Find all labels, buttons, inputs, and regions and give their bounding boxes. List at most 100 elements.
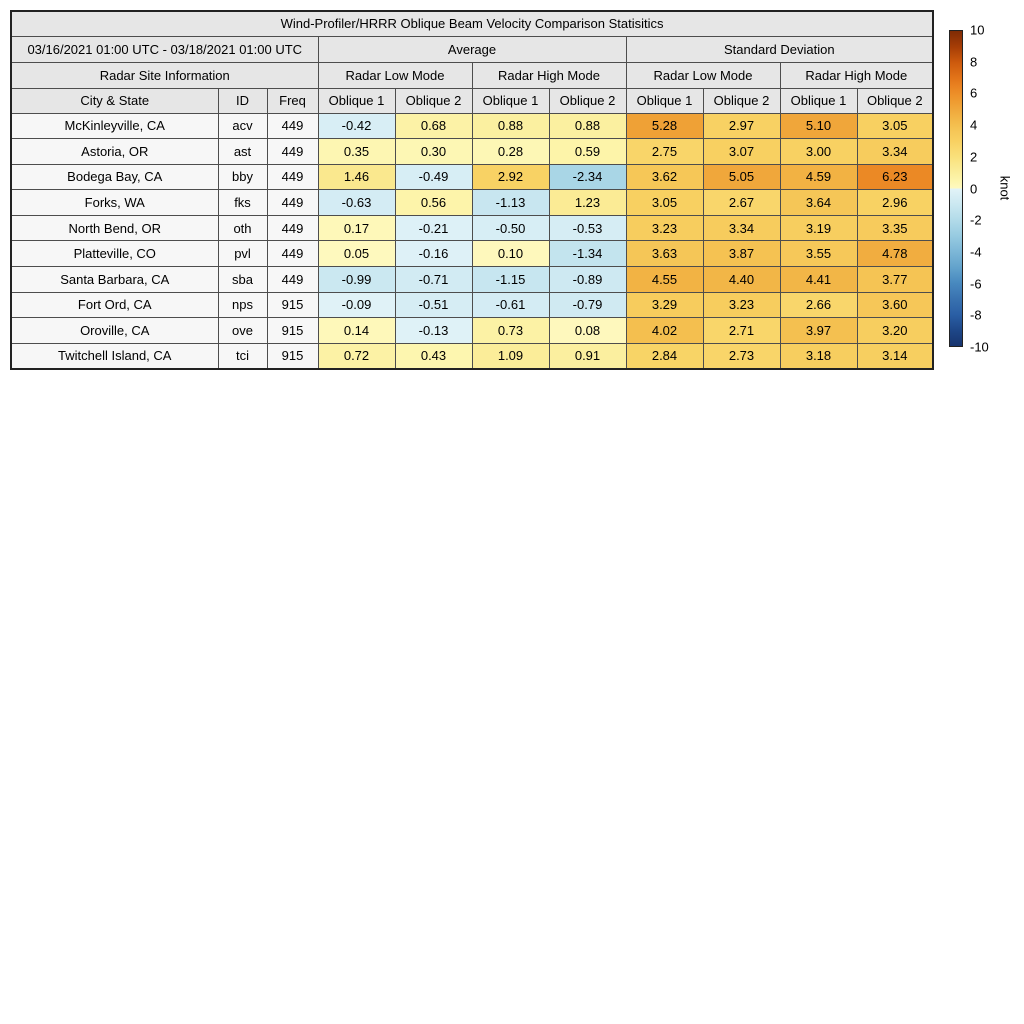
value-cell: 0.73 <box>471 317 550 344</box>
value-cell: 4.40 <box>702 266 781 293</box>
value-cell: 4.41 <box>779 266 858 293</box>
oblique-header: Oblique 1 <box>471 87 550 114</box>
value-cell: 0.14 <box>317 317 396 344</box>
colorbar-gradient <box>949 30 963 347</box>
value-cell: 5.05 <box>702 163 781 191</box>
average-group-header: Average <box>317 35 627 63</box>
value-cell: 3.64 <box>779 189 858 216</box>
table-body: McKinleyville, CA acv 449 -0.42 0.68 0.88 0.88… <box>10 112 934 370</box>
table-row: Oroville, CA ove 915 0.14 -0.13 0.73 0.08 4.02 2… <box>10 317 934 344</box>
value-cell: 0.43 <box>394 342 473 370</box>
value-cell: 3.77 <box>856 266 934 293</box>
value-cell: 3.14 <box>856 342 934 370</box>
id-header: ID <box>217 87 268 114</box>
value-cell: 3.97 <box>779 317 858 344</box>
oblique-header: Oblique 2 <box>394 87 473 114</box>
freq-cell: 915 <box>266 291 319 319</box>
value-cell: 0.88 <box>548 112 627 140</box>
value-cell: 0.30 <box>394 138 473 165</box>
value-cell: -0.16 <box>394 240 473 268</box>
value-cell: 3.35 <box>856 214 934 242</box>
value-cell: 2.97 <box>702 112 781 140</box>
id-cell: fks <box>217 189 268 216</box>
table-row: Astoria, OR ast 449 0.35 0.30 0.28 0.59 2.75 3.0… <box>10 138 934 165</box>
value-cell: -1.34 <box>548 240 627 268</box>
oblique-header: Oblique 1 <box>779 87 858 114</box>
column-header-row: City & State ID Freq Oblique 1 Oblique 2… <box>10 87 934 114</box>
value-cell: 0.59 <box>548 138 627 165</box>
site-info-header: Radar Site Information <box>10 61 319 89</box>
stats-table: Wind-Profiler/HRRR Oblique Beam Velocity… <box>10 10 935 370</box>
value-cell: -0.50 <box>471 214 550 242</box>
value-cell: 0.56 <box>394 189 473 216</box>
value-cell: 0.05 <box>317 240 396 268</box>
colorbar-tick-label: -2 <box>970 212 982 228</box>
value-cell: 0.88 <box>471 112 550 140</box>
value-cell: 0.91 <box>548 342 627 370</box>
value-cell: 2.96 <box>856 189 934 216</box>
mode-header-row: Radar Site Information Radar Low Mode Ra… <box>10 61 934 89</box>
table-title: Wind-Profiler/HRRR Oblique Beam Velocity… <box>10 10 934 37</box>
value-cell: 0.08 <box>548 317 627 344</box>
freq-cell: 449 <box>266 214 319 242</box>
city-cell: Platteville, CO <box>10 240 219 268</box>
value-cell: 4.59 <box>779 163 858 191</box>
value-cell: -0.89 <box>548 266 627 293</box>
value-cell: 2.75 <box>625 138 704 165</box>
value-cell: -0.63 <box>317 189 396 216</box>
value-cell: 1.09 <box>471 342 550 370</box>
value-cell: 0.35 <box>317 138 396 165</box>
city-cell: Oroville, CA <box>10 317 219 344</box>
value-cell: 0.17 <box>317 214 396 242</box>
value-cell: 3.20 <box>856 317 934 344</box>
id-cell: nps <box>217 291 268 319</box>
id-cell: ove <box>217 317 268 344</box>
value-cell: 4.55 <box>625 266 704 293</box>
freq-cell: 449 <box>266 138 319 165</box>
colorbar-tick-label: 0 <box>970 181 978 196</box>
colorbar-tick-label: 10 <box>970 22 985 38</box>
value-cell: -0.71 <box>394 266 473 293</box>
value-cell: 4.78 <box>856 240 934 268</box>
colorbar-tick-label: -6 <box>970 276 982 292</box>
id-cell: pvl <box>217 240 268 268</box>
value-cell: 3.05 <box>625 189 704 216</box>
oblique-header: Oblique 1 <box>317 87 396 114</box>
colorbar-tick-label: 2 <box>970 149 978 165</box>
value-cell: 0.68 <box>394 112 473 140</box>
colorbar-tick-label: -8 <box>970 307 982 323</box>
value-cell: -0.49 <box>394 163 473 191</box>
value-cell: 3.23 <box>625 214 704 242</box>
city-state-header: City & State <box>10 87 219 114</box>
table-row: McKinleyville, CA acv 449 -0.42 0.68 0.88 0.88… <box>10 112 934 140</box>
freq-cell: 449 <box>266 163 319 191</box>
table-row: Forks, WA fks 449 -0.63 0.56 -1.13 1.23 3.05 2.6… <box>10 189 934 216</box>
value-cell: 0.10 <box>471 240 550 268</box>
period-header: 03/16/2021 01:00 UTC - 03/18/2021 01:00 … <box>10 35 319 63</box>
colorbar-unit-label: knot <box>997 175 1013 201</box>
value-cell: 3.34 <box>856 138 934 165</box>
colorbar-tick-label: 8 <box>970 54 978 70</box>
value-cell: -0.53 <box>548 214 627 242</box>
freq-cell: 449 <box>266 189 319 216</box>
value-cell: -0.61 <box>471 291 550 319</box>
table-row: Platteville, CO pvl 449 0.05 -0.16 0.10 -1.34 3… <box>10 240 934 268</box>
value-cell: 3.19 <box>779 214 858 242</box>
value-cell: -0.51 <box>394 291 473 319</box>
value-cell: -0.13 <box>394 317 473 344</box>
value-cell: 3.00 <box>779 138 858 165</box>
id-cell: bby <box>217 163 268 191</box>
value-cell: 1.46 <box>317 163 396 191</box>
value-cell: 0.28 <box>471 138 550 165</box>
avg-high-mode-header: Radar High Mode <box>471 61 627 89</box>
group-header-row: 03/16/2021 01:00 UTC - 03/18/2021 01:00 … <box>10 35 934 63</box>
id-cell: oth <box>217 214 268 242</box>
colorbar: 10 8 6 4 2 0 -2 -4 -6 -8 -10 knot <box>949 24 1024 354</box>
title-row: Wind-Profiler/HRRR Oblique Beam Velocity… <box>10 10 934 37</box>
value-cell: 2.92 <box>471 163 550 191</box>
avg-low-mode-header: Radar Low Mode <box>317 61 473 89</box>
value-cell: -0.79 <box>548 291 627 319</box>
table-row: Bodega Bay, CA bby 449 1.46 -0.49 2.92 -2.34 3.… <box>10 163 934 191</box>
value-cell: 3.60 <box>856 291 934 319</box>
id-cell: ast <box>217 138 268 165</box>
